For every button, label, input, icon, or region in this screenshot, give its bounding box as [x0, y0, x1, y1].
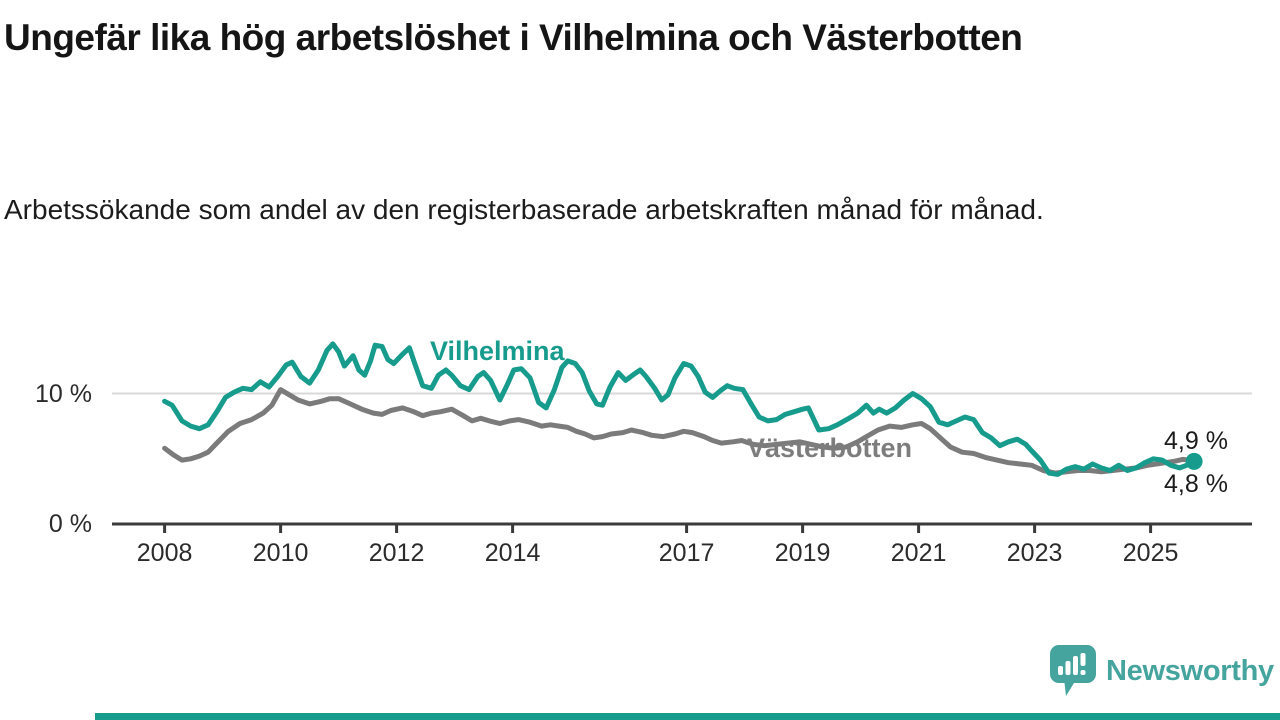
y-axis-label-10: 10 %: [35, 380, 92, 408]
series-line-0: [162, 341, 1197, 477]
series-end-dot-0: [1185, 452, 1203, 470]
end-value-label-top: 4,9 %: [1164, 427, 1228, 455]
x-axis-tick-label: 2021: [890, 539, 947, 567]
x-axis-tick-label: 2010: [252, 539, 309, 567]
page-title: Ungefär lika hög arbetslöshet i Vilhelmi…: [4, 17, 1023, 58]
series-line-1: [162, 387, 1192, 476]
x-axis-tick-label: 2019: [774, 539, 831, 567]
newsworthy-bubble-icon: [1050, 645, 1096, 696]
footer-accent-bar: [95, 713, 1280, 720]
chart-subtitle: Arbetssökande som andel av den registerb…: [4, 194, 1044, 225]
newsworthy-logo: Newsworthy: [1050, 645, 1274, 697]
end-value-label-bottom: 4,8 %: [1164, 470, 1228, 498]
x-axis-tick-label: 2014: [484, 539, 541, 567]
newsworthy-wordmark: Newsworthy: [1106, 654, 1274, 687]
y-axis-label-0: 0 %: [48, 510, 92, 538]
x-axis-tick-label: 2023: [1006, 539, 1063, 567]
series-label-vilhelmina: Vilhelmina: [430, 336, 565, 366]
x-axis-tick-label: 2012: [368, 539, 425, 567]
series-label-vasterbotten: Västerbotten: [747, 433, 913, 463]
x-axis-tick-label: 2008: [136, 539, 193, 567]
x-axis-tick-label: 2025: [1122, 539, 1179, 567]
x-axis-tick-label: 2017: [658, 539, 715, 567]
